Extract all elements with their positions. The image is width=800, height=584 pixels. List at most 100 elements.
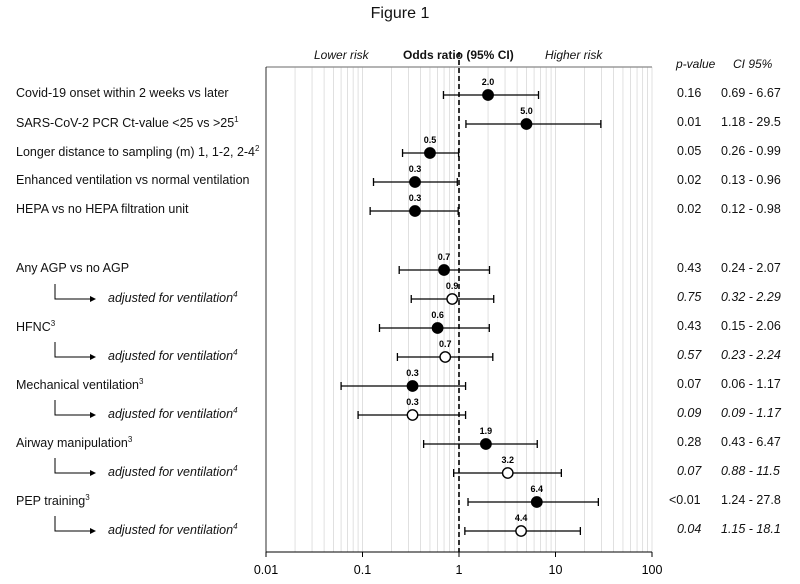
row-label-text: adjusted for ventilation xyxy=(108,349,234,364)
row-label-text: Enhanced ventilation vs normal ventilati… xyxy=(16,173,250,187)
footnote-marker: 2 xyxy=(255,144,260,153)
row-label: SARS-CoV-2 PCR Ct-value <25 vs >251 xyxy=(16,115,239,130)
or-point-filled xyxy=(438,264,450,276)
row-label: PEP training3 xyxy=(16,493,90,508)
footnote-marker: 3 xyxy=(127,435,133,444)
row-label-text: Longer distance to sampling (m) 1, 1-2, … xyxy=(16,145,256,160)
or-data-label: 1.9 xyxy=(480,426,493,436)
row-label: Longer distance to sampling (m) 1, 1-2, … xyxy=(16,144,259,159)
row-label: Covid-19 onset within 2 weeks vs later xyxy=(16,86,229,100)
adjust-arrow-head xyxy=(90,296,96,302)
or-data-label: 0.7 xyxy=(439,339,452,349)
row-label-adjusted: adjusted for ventilation4 xyxy=(108,290,238,305)
x-tick-label: 1 xyxy=(456,563,463,577)
ci-cell: 0.43 - 6.47 xyxy=(721,435,781,449)
ci-cell: 1.15 - 18.1 xyxy=(721,522,781,536)
or-data-label: 0.7 xyxy=(438,252,451,262)
ci-cell: 0.69 - 6.67 xyxy=(721,86,781,100)
row-label-text: Airway manipulation xyxy=(16,436,128,451)
footnote-marker: 3 xyxy=(139,377,144,386)
x-tick-label: 0.1 xyxy=(354,563,371,577)
or-point-filled xyxy=(520,118,533,130)
p-value-cell: 0.05 xyxy=(677,144,702,158)
p-value-cell: 0.43 xyxy=(677,319,702,333)
row-label-adjusted: adjusted for ventilation4 xyxy=(108,522,238,537)
row-label-text: adjusted for ventilation xyxy=(108,523,234,538)
row-label: Enhanced ventilation vs normal ventilati… xyxy=(16,173,249,187)
or-point-filled xyxy=(482,89,494,101)
figure-title: Figure 1 xyxy=(370,5,430,22)
row-label-text: Mechanical ventilation xyxy=(16,378,139,393)
p-value-cell: 0.16 xyxy=(677,86,702,100)
ci-cell: 0.24 - 2.07 xyxy=(721,261,781,275)
ci-cell: 0.13 - 0.96 xyxy=(721,173,781,187)
ci-cell: 0.15 - 2.06 xyxy=(721,319,781,333)
row-label-text: adjusted for ventilation xyxy=(108,291,234,306)
row-label-text: adjusted for ventilation xyxy=(108,407,234,422)
row-label-text: HFNC xyxy=(16,320,51,335)
or-data-label: 4.4 xyxy=(515,513,528,523)
footnote-marker: 4 xyxy=(233,290,238,299)
x-tick-label: 10 xyxy=(549,563,563,577)
footnote-marker: 3 xyxy=(50,319,56,328)
ci-cell: 1.24 - 27.8 xyxy=(721,493,781,507)
row-label: Any AGP vs no AGP xyxy=(16,261,129,275)
p-value-header: p-value xyxy=(676,57,716,71)
footnote-marker: 1 xyxy=(234,115,239,124)
row-label-text: Covid-19 onset within 2 weeks vs later xyxy=(16,86,229,100)
row-label-text: HEPA vs no HEPA filtration unit xyxy=(16,202,189,216)
adjust-arrow-line xyxy=(54,284,92,300)
footnote-marker: 4 xyxy=(233,406,238,415)
row-label-text: SARS-CoV-2 PCR Ct-value <25 vs >25 xyxy=(16,116,235,131)
p-value-cell: 0.07 xyxy=(677,464,702,478)
p-value-cell: 0.43 xyxy=(677,261,702,275)
or-data-label: 2.0 xyxy=(482,77,495,87)
lower-risk-label: Lower risk xyxy=(314,48,369,62)
or-point-filled xyxy=(406,380,419,392)
p-value-cell: 0.75 xyxy=(677,290,702,304)
footnote-marker: 4 xyxy=(233,464,238,473)
x-tick-label: 100 xyxy=(642,563,663,577)
ci-cell: 0.88 - 11.5 xyxy=(721,464,780,478)
or-data-label: 0.3 xyxy=(409,164,422,174)
ci-cell: 0.23 - 2.24 xyxy=(721,348,781,362)
ci-cell: 0.32 - 2.29 xyxy=(721,290,781,304)
or-data-label: 5.0 xyxy=(520,106,533,116)
row-label: HEPA vs no HEPA filtration unit xyxy=(16,202,189,216)
p-value-cell: 0.02 xyxy=(677,173,702,187)
row-label: HFNC3 xyxy=(16,319,55,334)
adjust-arrow-line xyxy=(54,458,92,474)
or-data-label: 0.5 xyxy=(424,135,437,145)
footnote-marker: 4 xyxy=(233,348,238,357)
or-point-filled xyxy=(424,147,436,159)
adjust-arrow-line xyxy=(54,342,92,358)
adjust-arrow-head xyxy=(90,354,96,360)
ci-cell: 1.18 - 29.5 xyxy=(721,115,781,129)
footnote-marker: 4 xyxy=(233,522,238,531)
row-label-adjusted: adjusted for ventilation4 xyxy=(108,406,238,421)
p-value-cell: 0.57 xyxy=(677,348,702,362)
p-value-cell: <0.01 xyxy=(669,493,701,507)
adjust-arrow-head xyxy=(90,412,96,418)
or-point-filled xyxy=(479,438,492,450)
row-label-text: adjusted for ventilation xyxy=(108,465,234,480)
or-data-label: 3.2 xyxy=(501,455,514,465)
adjust-arrow-head xyxy=(90,470,96,476)
ci-cell: 0.09 - 1.17 xyxy=(721,406,781,420)
ci-cell: 0.12 - 0.98 xyxy=(721,202,781,216)
row-label: Airway manipulation3 xyxy=(16,435,132,450)
p-value-cell: 0.28 xyxy=(677,435,702,449)
p-value-cell: 0.09 xyxy=(677,406,702,420)
or-point-open xyxy=(501,467,514,479)
or-data-label: 0.3 xyxy=(409,193,422,203)
or-point-filled xyxy=(409,205,421,217)
row-label: Mechanical ventilation3 xyxy=(16,377,143,392)
row-label-text: Any AGP vs no AGP xyxy=(16,261,130,275)
or-data-label: 0.9 xyxy=(446,281,459,291)
p-value-cell: 0.04 xyxy=(677,522,702,536)
adjust-arrow-line xyxy=(54,400,92,416)
p-value-cell: 0.07 xyxy=(677,377,702,391)
or-point-open xyxy=(446,293,459,305)
row-label-adjusted: adjusted for ventilation4 xyxy=(108,464,238,479)
